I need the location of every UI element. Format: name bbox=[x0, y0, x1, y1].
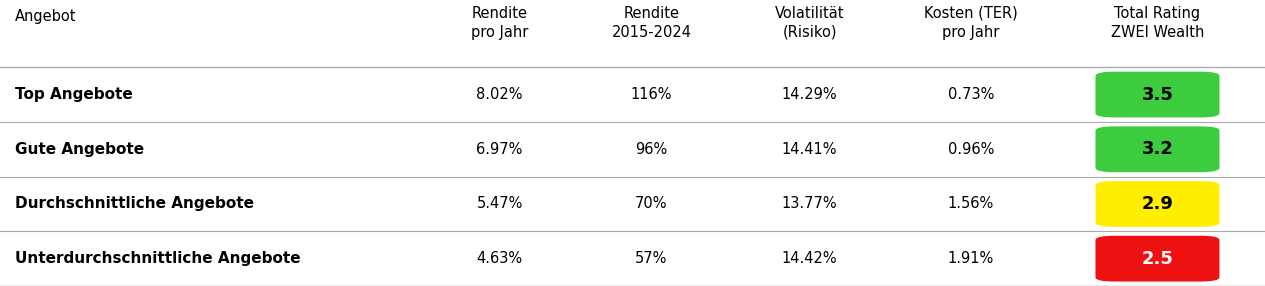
Text: 13.77%: 13.77% bbox=[782, 196, 837, 211]
Text: 57%: 57% bbox=[635, 251, 668, 266]
FancyBboxPatch shape bbox=[1095, 181, 1219, 227]
FancyBboxPatch shape bbox=[1095, 126, 1219, 172]
Text: Kosten (TER)
pro Jahr: Kosten (TER) pro Jahr bbox=[923, 6, 1018, 40]
Text: 6.97%: 6.97% bbox=[477, 142, 522, 157]
Text: 5.47%: 5.47% bbox=[477, 196, 522, 211]
Text: 1.56%: 1.56% bbox=[947, 196, 994, 211]
Text: 14.29%: 14.29% bbox=[782, 87, 837, 102]
Text: 70%: 70% bbox=[635, 196, 668, 211]
Text: Total Rating
ZWEI Wealth: Total Rating ZWEI Wealth bbox=[1111, 6, 1204, 40]
FancyBboxPatch shape bbox=[1095, 72, 1219, 118]
Text: Rendite
2015-2024: Rendite 2015-2024 bbox=[611, 6, 692, 40]
Text: Gute Angebote: Gute Angebote bbox=[15, 142, 144, 157]
Text: 14.41%: 14.41% bbox=[782, 142, 837, 157]
Text: 2.5: 2.5 bbox=[1141, 250, 1174, 268]
Text: 3.5: 3.5 bbox=[1141, 86, 1174, 104]
Text: 0.96%: 0.96% bbox=[947, 142, 994, 157]
Text: 4.63%: 4.63% bbox=[477, 251, 522, 266]
Text: 8.02%: 8.02% bbox=[477, 87, 522, 102]
Text: Durchschnittliche Angebote: Durchschnittliche Angebote bbox=[15, 196, 254, 211]
FancyBboxPatch shape bbox=[1095, 236, 1219, 281]
Text: 96%: 96% bbox=[635, 142, 668, 157]
Text: 116%: 116% bbox=[631, 87, 672, 102]
Text: 0.73%: 0.73% bbox=[947, 87, 994, 102]
Text: 2.9: 2.9 bbox=[1141, 195, 1174, 213]
Text: Angebot: Angebot bbox=[15, 9, 77, 23]
Text: Rendite
pro Jahr: Rendite pro Jahr bbox=[471, 6, 529, 40]
Text: 14.42%: 14.42% bbox=[782, 251, 837, 266]
Text: 1.91%: 1.91% bbox=[947, 251, 994, 266]
Text: 3.2: 3.2 bbox=[1141, 140, 1174, 158]
Text: Unterdurchschnittliche Angebote: Unterdurchschnittliche Angebote bbox=[15, 251, 301, 266]
Text: Top Angebote: Top Angebote bbox=[15, 87, 133, 102]
Text: Volatilität
(Risiko): Volatilität (Risiko) bbox=[775, 6, 844, 40]
